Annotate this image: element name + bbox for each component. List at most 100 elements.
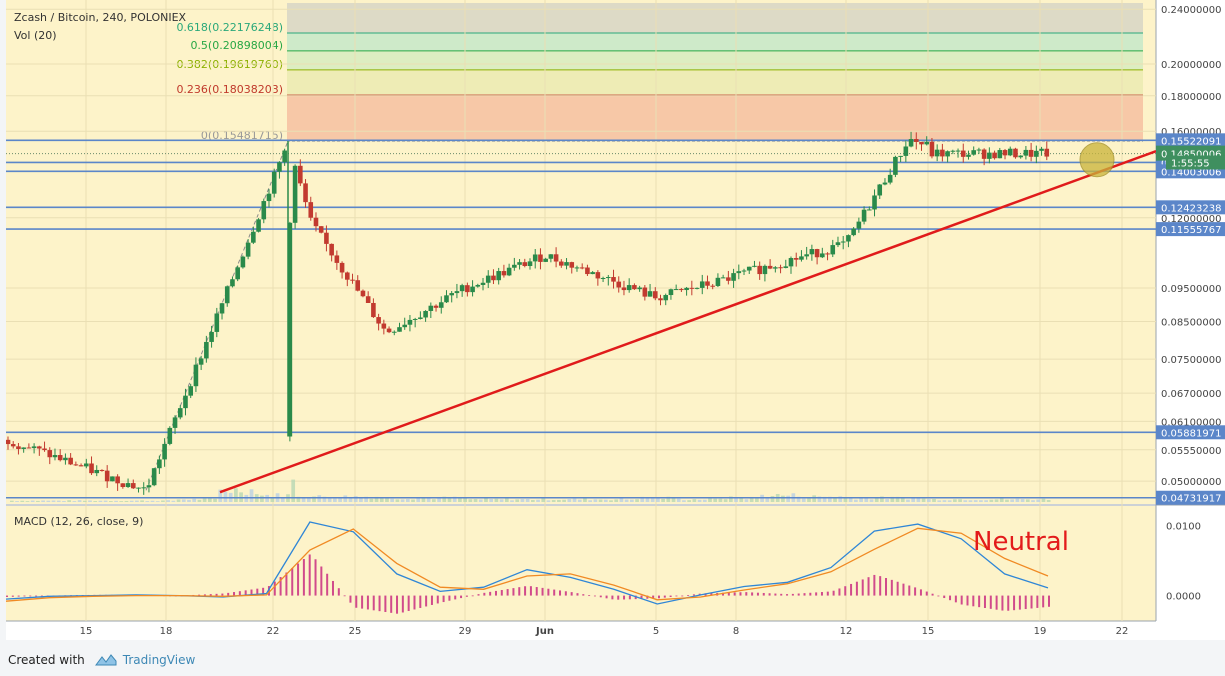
volume-bar: [463, 497, 467, 502]
volume-bar: [755, 497, 759, 502]
candle-down: [313, 217, 319, 227]
fib-level-label: 0.236(0.18038203): [176, 83, 283, 96]
time-tick-label: 19: [1034, 626, 1047, 637]
candle-up: [31, 446, 37, 449]
macd-histogram-bar: [989, 595, 992, 609]
candle-up: [673, 289, 679, 291]
price-tick-label: 0.20000000: [1161, 60, 1221, 71]
macd-histogram-bar: [751, 592, 754, 596]
macd-histogram-bar: [203, 594, 206, 596]
candle-up: [1039, 148, 1044, 151]
macd-histogram-bar: [29, 595, 32, 597]
volume-bar: [609, 500, 613, 502]
candle-up: [402, 324, 408, 328]
price-level-tag: [1156, 425, 1225, 440]
candle-up: [397, 327, 402, 332]
macd-histogram-bar: [1048, 595, 1050, 607]
macd-histogram-bar: [308, 554, 311, 596]
macd-histogram-bar: [390, 595, 393, 613]
macd-histogram-bar: [267, 586, 270, 596]
volume-bar: [161, 500, 165, 502]
candle-down: [303, 183, 308, 203]
macd-histogram-bar: [238, 591, 241, 596]
volume-bar: [374, 496, 379, 502]
candlesticks: [6, 131, 1050, 495]
candle-up: [261, 201, 267, 220]
candle-down: [318, 226, 324, 233]
macd-histogram-bar: [588, 595, 591, 597]
macd-histogram-bar: [1024, 595, 1027, 610]
macd-histogram-bar: [11, 595, 14, 597]
macd-histogram-bar: [506, 589, 509, 596]
chart-canvas[interactable]: 0(0.15481715)0.236(0.18038203)0.382(0.19…: [6, 0, 1225, 640]
macd-histogram-bar: [727, 592, 730, 596]
volume-bar: [306, 498, 311, 502]
volume-bar: [1005, 499, 1009, 502]
macd-histogram-bar: [448, 595, 451, 601]
chart-frame: 0(0.15481715) 0.236(0.18038203) 0.382(0.19…: [6, 0, 1225, 640]
macd-histogram-bar: [1007, 595, 1010, 611]
candle-up: [480, 282, 486, 285]
price-tick-label: 0.05000000: [1161, 477, 1221, 488]
volume-bar: [911, 497, 916, 502]
candle-down: [960, 150, 966, 157]
macd-histogram-bar: [291, 568, 294, 596]
macd-histogram-bar: [361, 595, 364, 609]
volume-bar: [661, 498, 665, 502]
volume-bar: [687, 500, 692, 502]
candle-up: [517, 262, 522, 265]
candle-down: [42, 448, 47, 451]
macd-histogram-bar: [256, 588, 259, 596]
candle-up: [606, 277, 611, 279]
volume-bar: [629, 499, 634, 502]
candle-down: [757, 265, 762, 275]
volume-bar: [124, 500, 129, 502]
candle-up: [125, 483, 131, 488]
price-axis: 0.24000000 0.20000000 0.18000000 0.16000000…: [1156, 5, 1225, 603]
tradingview-logo-icon[interactable]: [94, 653, 117, 667]
macd-histogram-bar: [710, 593, 713, 596]
candle-down: [825, 253, 830, 255]
macd-histogram-bar: [326, 573, 329, 596]
volume-bar: [854, 499, 858, 502]
macd-histogram-bar: [35, 595, 38, 597]
candle-up: [934, 149, 940, 157]
volume-bar: [666, 496, 671, 502]
macd-histogram-bar: [937, 595, 940, 597]
candle-down: [68, 457, 73, 465]
volume-bar: [656, 497, 660, 502]
last-price-tag-label: 0.14850006: [1161, 150, 1221, 161]
volume-bar: [953, 499, 957, 502]
candle-up: [887, 174, 893, 183]
macd-histogram-bar: [722, 592, 725, 596]
volume-bar: [369, 498, 374, 502]
macd-histogram-bar: [349, 595, 352, 603]
candle-down: [115, 476, 120, 484]
macd-histogram-bar: [401, 595, 404, 613]
tradingview-brand-link[interactable]: TradingView: [122, 653, 196, 667]
macd-histogram-bar: [943, 595, 946, 599]
candle-up: [532, 254, 538, 262]
candle-down: [913, 139, 919, 142]
candle-down: [308, 202, 314, 218]
macd-histogram-bar: [576, 593, 579, 596]
candle-up: [741, 270, 747, 272]
candle-down: [814, 249, 820, 258]
candle-up: [235, 267, 240, 280]
candle-up: [63, 457, 68, 461]
price-tick-label: 0.06700000: [1161, 389, 1221, 400]
candle-up: [512, 264, 517, 268]
volume-bar: [551, 500, 556, 502]
candle-down: [1013, 148, 1018, 158]
price-tick-label: 0.24000000: [1161, 5, 1221, 16]
macd-histogram-bar: [233, 592, 236, 596]
fib-zone: [287, 3, 1143, 33]
volume-bar: [572, 498, 577, 502]
price-level-tag-label: 0.12423238: [1161, 203, 1221, 214]
candle-up: [548, 254, 554, 259]
candle-down: [726, 277, 731, 281]
volume-bar: [36, 500, 40, 502]
macd-histogram-bar: [803, 593, 806, 596]
volume-bar: [640, 496, 645, 502]
candle-up: [506, 267, 512, 276]
